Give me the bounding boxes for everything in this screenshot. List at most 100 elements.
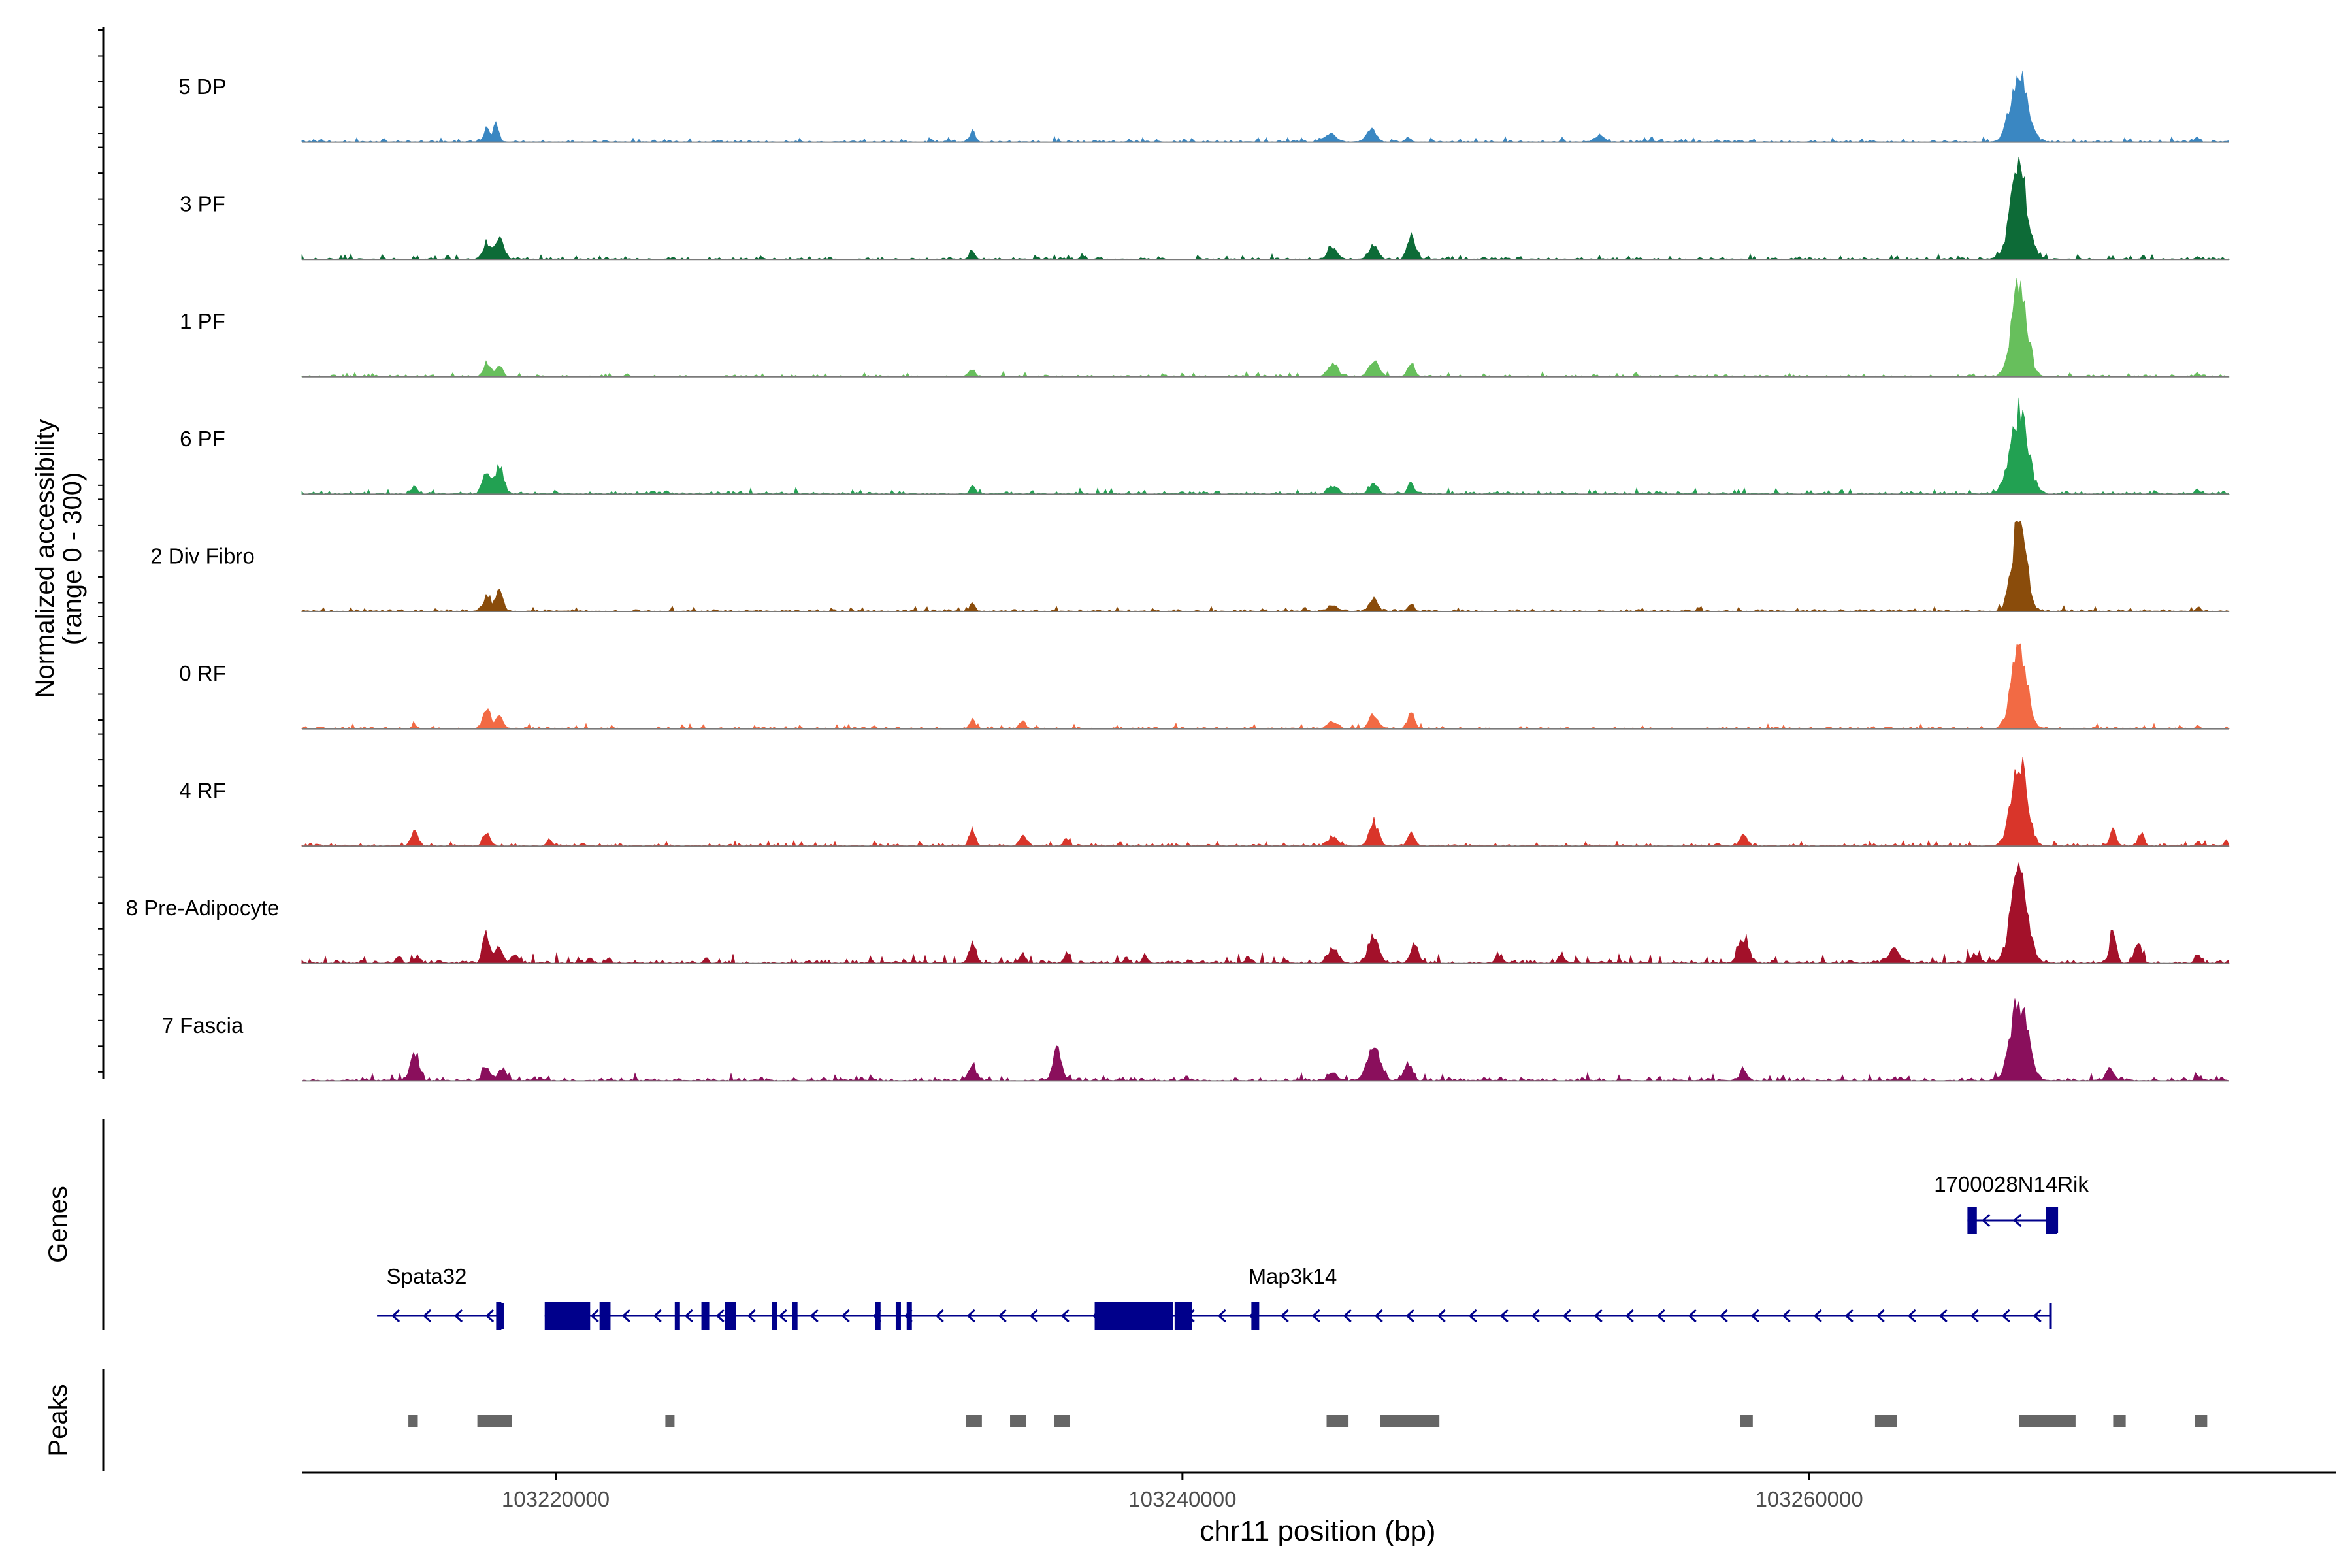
gene-label: 1700028N14Rik (1934, 1172, 2089, 1196)
x-tick-label: 103240000 (1128, 1487, 1236, 1511)
peak-region (2195, 1415, 2208, 1427)
strand-arrow (998, 1309, 1007, 1323)
peak-region (1326, 1415, 1349, 1427)
track-label: 5 DP (178, 74, 226, 99)
strand-arrow (1531, 1309, 1540, 1323)
strand-arrow (809, 1309, 819, 1323)
x-tick-label: 103260000 (1756, 1487, 1863, 1511)
track-label: 4 RF (179, 779, 226, 803)
exon (2046, 1207, 2057, 1234)
strand-arrow (1750, 1309, 1759, 1323)
gene-spata32: Spata32 (377, 1264, 504, 1330)
peak-region (2019, 1415, 2076, 1427)
track-5-dp: 5 DP (178, 70, 2230, 143)
exon (599, 1302, 611, 1330)
genes-track-label: Genes (44, 1186, 73, 1263)
track-0-rf: 0 RF (179, 643, 2230, 730)
peak-region (1054, 1415, 1070, 1427)
strand-arrow (1813, 1309, 1822, 1323)
track-label: 0 RF (179, 661, 226, 685)
peak-region (966, 1415, 982, 1427)
exon (1174, 1302, 1192, 1330)
peak-region (1010, 1415, 1026, 1427)
strand-arrow (1656, 1309, 1665, 1323)
strand-arrow (1280, 1309, 1289, 1323)
gene-map3k14: Map3k14 (544, 1264, 2052, 1330)
exon (674, 1302, 680, 1330)
peak-region (1874, 1415, 1897, 1427)
y-axis-label: Normalized accessibility (31, 419, 59, 698)
exon (772, 1302, 777, 1330)
peak-region (1740, 1415, 1753, 1427)
y-axis-label-range: (range 0 - 300) (58, 472, 87, 645)
track-4-rf: 4 RF (179, 757, 2230, 847)
x-axis-label: chr11 position (bp) (1200, 1515, 1435, 1547)
strand-arrow (1907, 1309, 1916, 1323)
strand-arrow (1876, 1309, 1885, 1323)
strand-arrow (2001, 1309, 2010, 1323)
strand-arrow (1982, 1213, 1991, 1228)
track-label: 1 PF (180, 309, 225, 333)
strand-arrow (653, 1309, 662, 1323)
strand-arrow (1217, 1309, 1226, 1323)
peaks-track-label: Peaks (44, 1384, 73, 1456)
peak-region (665, 1415, 675, 1427)
strand-arrow (1719, 1309, 1728, 1323)
peak-region (408, 1415, 418, 1427)
track-label: 2 Div Fibro (150, 544, 255, 568)
peak-region (477, 1415, 512, 1427)
strand-arrow (1060, 1309, 1070, 1323)
coverage-tracks: 5 DP 3 PF 1 PF 6 PF 2 Div Fibro 0 RF 4 RF 8 Pre… (126, 70, 2230, 1082)
strand-arrow (621, 1309, 630, 1323)
exon (725, 1302, 736, 1330)
strand-arrow (778, 1309, 787, 1323)
strand-arrow (1343, 1309, 1352, 1323)
strand-arrow (1437, 1309, 1446, 1323)
strand-arrow (966, 1309, 975, 1323)
strand-arrow (1562, 1309, 1571, 1323)
strand-arrow (1970, 1309, 1979, 1323)
x-tick-label: 103220000 (502, 1487, 610, 1511)
strand-arrow (1311, 1309, 1320, 1323)
strand-arrow (2033, 1309, 2042, 1323)
gene-1700028n14rik: 1700028N14Rik (1934, 1172, 2089, 1234)
strand-arrow (1938, 1309, 1948, 1323)
x-axis-ticks: 103220000 103240000 103260000 (502, 1473, 1863, 1511)
gene-label: Spata32 (387, 1264, 467, 1288)
strand-arrow (1688, 1309, 1697, 1323)
coverage-area (301, 757, 2230, 847)
exon (701, 1302, 710, 1330)
strand-arrow (391, 1309, 400, 1323)
strand-arrow (1405, 1309, 1414, 1323)
gene-label: Map3k14 (1249, 1264, 1337, 1288)
gene-annotations: Spata32 Map3k14 1700028N14Rik (377, 1172, 2089, 1330)
exon (792, 1302, 798, 1330)
strand-arrow (684, 1309, 693, 1323)
peak-regions (408, 1415, 2208, 1427)
track-label: 6 PF (180, 427, 225, 451)
track-label: 7 Fascia (162, 1013, 244, 1037)
strand-arrow (841, 1309, 850, 1323)
strand-arrow (1029, 1309, 1038, 1323)
track-label: 3 PF (180, 192, 225, 216)
exon (875, 1302, 881, 1330)
peak-region (2113, 1415, 2126, 1427)
exon (496, 1302, 502, 1330)
peak-region (1380, 1415, 1440, 1427)
exon (906, 1302, 912, 1330)
exon (1967, 1207, 1977, 1234)
track-3-pf: 3 PF (180, 156, 2230, 261)
strand-arrow (715, 1309, 725, 1323)
strand-arrow (747, 1309, 756, 1323)
strand-arrow (590, 1309, 599, 1323)
exon (895, 1302, 901, 1330)
coverage-y-ticks (98, 29, 103, 1073)
strand-arrow (1468, 1309, 1477, 1323)
exon (544, 1302, 591, 1330)
strand-arrow (1593, 1309, 1603, 1323)
strand-arrow (453, 1309, 463, 1323)
exon (1094, 1302, 1173, 1330)
strand-arrow (1499, 1309, 1509, 1323)
track-label: 8 Pre-Adipocyte (126, 896, 280, 920)
